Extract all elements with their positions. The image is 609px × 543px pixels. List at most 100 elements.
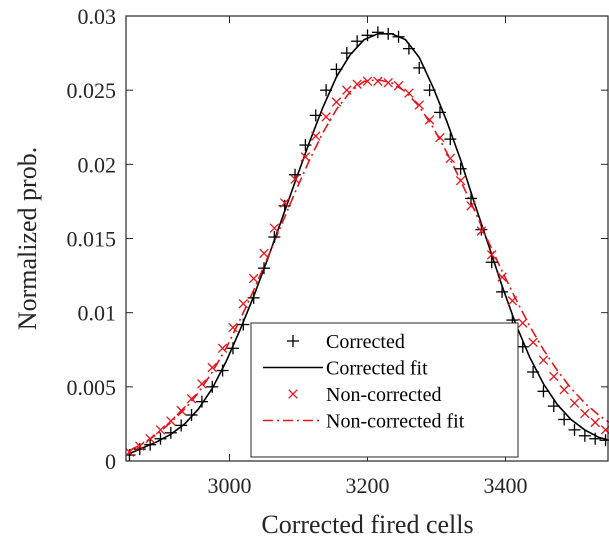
data-point-corrected [475, 223, 488, 236]
data-point-corrected [247, 291, 260, 304]
y-tick-label: 0.015 [67, 227, 117, 252]
data-point-non-corrected [342, 85, 352, 95]
data-point-non-corrected [279, 198, 290, 208]
data-point-non-corrected [352, 79, 362, 89]
data-point-corrected [340, 47, 353, 60]
data-point-non-corrected [455, 175, 466, 186]
data-point-non-corrected [238, 299, 249, 309]
y-tick-label: 0.005 [67, 375, 117, 400]
data-point-non-corrected [549, 371, 559, 382]
data-point-non-corrected [414, 100, 425, 110]
data-point-non-corrected [155, 425, 166, 435]
data-point-corrected [361, 29, 374, 42]
data-point-non-corrected [538, 355, 549, 365]
data-point-non-corrected [186, 393, 197, 404]
data-point-corrected [206, 380, 219, 393]
data-point-corrected [226, 342, 239, 355]
data-point-corrected [195, 395, 208, 408]
data-point-non-corrected [310, 131, 321, 141]
data-point-corrected [154, 432, 167, 445]
legend-swatch-corrected [287, 335, 299, 347]
data-point-non-corrected [290, 174, 300, 184]
axis-ticks: 3000 3200 3400 0 0.005 0.01 0.015 0.02 0.025 0.03 [67, 4, 608, 498]
x-axis-label: Corrected fired cells [261, 510, 473, 539]
x-tick-label: 3400 [484, 473, 528, 498]
data-point-corrected [454, 162, 467, 175]
data-point-corrected [589, 432, 602, 445]
data-point-non-corrected [466, 201, 476, 211]
data-point-corrected [433, 106, 446, 119]
data-point-corrected [216, 364, 229, 377]
data-point-corrected [516, 340, 529, 353]
data-point-non-corrected [373, 76, 383, 87]
x-tick-label: 3200 [346, 473, 390, 498]
data-point-non-corrected [259, 248, 269, 259]
data-point-corrected [465, 192, 477, 205]
series-line-corrected-fit [129, 32, 609, 455]
data-point-non-corrected [166, 416, 176, 426]
data-point-non-corrected [321, 112, 331, 122]
legend-label-corrected-fit: Corrected fit [326, 358, 428, 380]
data-point-corrected [309, 109, 322, 122]
data-point-corrected [268, 231, 281, 244]
y-tick-label: 0.01 [78, 301, 117, 326]
data-point-corrected [164, 426, 177, 439]
data-point-non-corrected [476, 226, 487, 236]
y-tick-label: 0 [105, 449, 116, 474]
data-point-non-corrected [135, 441, 145, 451]
data-point-corrected [133, 443, 146, 456]
data-point-corrected [351, 35, 364, 48]
data-point-corrected [382, 27, 395, 40]
data-point-non-corrected [486, 250, 497, 260]
data-point-corrected [278, 199, 291, 212]
data-point-corrected [578, 429, 591, 442]
data-point-corrected [126, 449, 136, 461]
data-point-non-corrected [559, 385, 569, 395]
data-point-corrected [527, 366, 540, 378]
data-point-non-corrected [362, 76, 373, 87]
data-point-non-corrected [590, 417, 600, 428]
data-point-corrected [423, 84, 436, 97]
y-axis-label: Normalized prob. [13, 147, 42, 330]
series-line-non-corrected-fit [129, 78, 609, 452]
data-point-corrected [537, 385, 550, 398]
legend-swatch-non-corrected [288, 389, 298, 399]
data-point-non-corrected [517, 318, 528, 328]
legend-label-non-corrected-fit: Non-corrected fit [326, 411, 465, 433]
x-tick-label: 3000 [208, 473, 252, 498]
legend-box [250, 322, 519, 458]
data-point-non-corrected [569, 398, 580, 408]
data-point-corrected [547, 400, 560, 413]
data-point-corrected [185, 409, 198, 422]
data-point-non-corrected [528, 337, 538, 348]
data-point-non-corrected [331, 97, 342, 107]
data-point-non-corrected [228, 322, 238, 333]
data-point-non-corrected [145, 433, 155, 444]
data-point-corrected [496, 285, 509, 298]
y-tick-label: 0.03 [78, 4, 117, 29]
data-point-corrected [413, 61, 426, 74]
data-point-corrected [237, 318, 250, 331]
data-point-corrected [299, 139, 312, 152]
data-point-corrected [599, 434, 609, 447]
data-point-non-corrected [217, 343, 228, 354]
data-point-non-corrected [197, 379, 207, 389]
data-point-non-corrected [404, 88, 414, 98]
data-point-non-corrected [497, 272, 507, 282]
data-point-non-corrected [207, 362, 218, 373]
plot-area [126, 26, 609, 461]
data-point-corrected [330, 63, 343, 76]
data-point-non-corrected [393, 80, 404, 91]
legend: Corrected Corrected fit Non-corrected Non-c… [250, 322, 519, 458]
data-point-non-corrected [445, 153, 456, 164]
data-point-corrected [444, 133, 457, 146]
legend-label-non-corrected: Non-corrected [326, 384, 442, 406]
data-point-corrected [485, 256, 498, 269]
data-point-non-corrected [580, 408, 590, 419]
y-tick-label: 0.025 [67, 78, 117, 103]
data-point-non-corrected [435, 132, 445, 143]
data-point-non-corrected [300, 152, 311, 162]
data-point-non-corrected [383, 77, 393, 88]
data-point-corrected [568, 423, 581, 436]
